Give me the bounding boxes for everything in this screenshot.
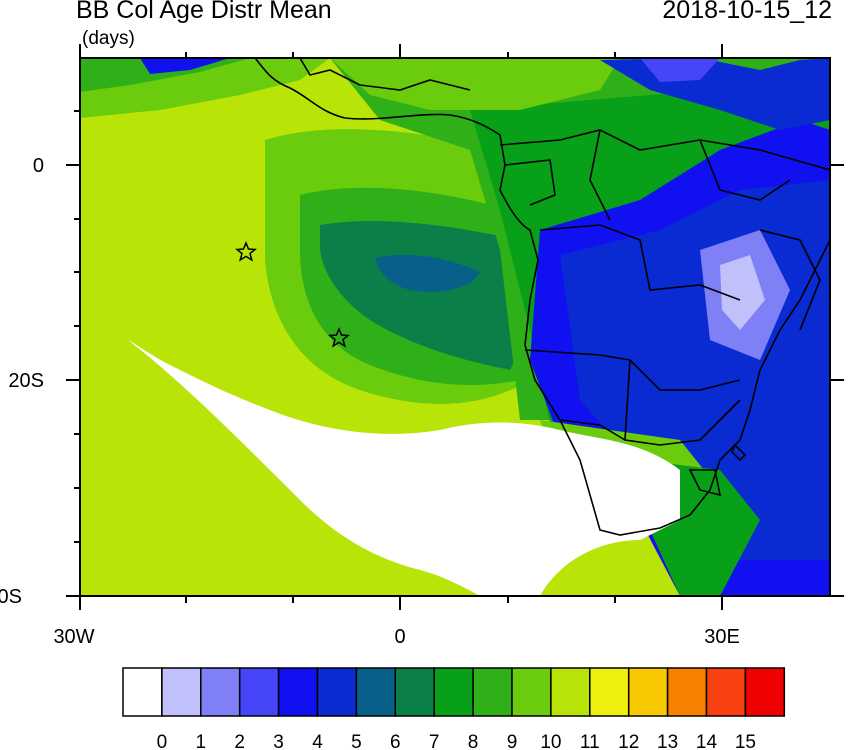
colorbar-label: 0 bbox=[157, 732, 168, 750]
colorbar-swatch bbox=[550, 667, 591, 717]
colorbar-label: 6 bbox=[390, 732, 401, 750]
colorbar: 0 1 2 3 4 5 6 7 8 9 10 11 12 13 14 15 bbox=[122, 667, 786, 750]
colorbar-label: 15 bbox=[735, 732, 756, 750]
colorbar-label: 13 bbox=[657, 732, 678, 750]
y-tick-label: 20S bbox=[8, 370, 44, 392]
map-title: BB Col Age Distr Mean bbox=[76, 0, 332, 24]
colorbar-swatch bbox=[705, 667, 747, 717]
colorbar-swatch bbox=[122, 667, 163, 717]
colorbar-swatch bbox=[472, 667, 513, 717]
colorbar-label: 3 bbox=[273, 732, 284, 750]
colorbar-swatch bbox=[277, 667, 319, 717]
colorbar-label: 10 bbox=[540, 732, 561, 750]
colorbar-label: 2 bbox=[234, 732, 245, 750]
star-marker bbox=[235, 241, 257, 262]
colorbar-label: 1 bbox=[196, 732, 207, 750]
colorbar-label: 11 bbox=[580, 732, 600, 750]
datetime-label: 2018-10-15_12 bbox=[662, 0, 832, 24]
colorbar-swatch bbox=[316, 667, 358, 717]
colorbar-swatch bbox=[589, 667, 630, 717]
star-marker bbox=[328, 327, 350, 348]
colorbar-swatch bbox=[355, 667, 397, 717]
y-tick-label: 0 bbox=[33, 155, 44, 177]
colorbar-label: 14 bbox=[696, 732, 718, 750]
colorbar-swatch bbox=[433, 667, 474, 717]
axis-ticks bbox=[66, 44, 844, 610]
colorbar-swatch bbox=[238, 667, 280, 717]
country-borders bbox=[254, 58, 830, 536]
colorbar-label: 12 bbox=[618, 732, 639, 750]
african-coastline bbox=[254, 58, 830, 536]
y-tick-label: 40S bbox=[0, 586, 22, 608]
colorbar-swatch bbox=[511, 667, 552, 717]
x-tick-label: 0 bbox=[394, 626, 405, 648]
colorbar-swatch bbox=[666, 667, 708, 717]
colorbar-label: 5 bbox=[351, 732, 362, 750]
x-tick-label: 30E bbox=[704, 626, 740, 648]
field-no-data-region bbox=[128, 340, 680, 596]
x-tick-label: 30W bbox=[53, 626, 94, 648]
colorbar-swatch bbox=[394, 667, 435, 717]
colorbar-label: 4 bbox=[312, 732, 323, 750]
colorbar-swatch bbox=[744, 667, 786, 717]
field-ocean-level-7 bbox=[320, 220, 530, 370]
colorbar-label: 7 bbox=[429, 732, 440, 750]
colorbar-swatch bbox=[161, 667, 202, 717]
colorbar-swatch bbox=[627, 667, 669, 717]
contour-field bbox=[80, 58, 830, 596]
colorbar-label: 9 bbox=[507, 732, 518, 750]
colorbar-swatch bbox=[200, 667, 241, 717]
colorbar-label: 8 bbox=[468, 732, 479, 750]
units-label: (days) bbox=[82, 28, 135, 49]
